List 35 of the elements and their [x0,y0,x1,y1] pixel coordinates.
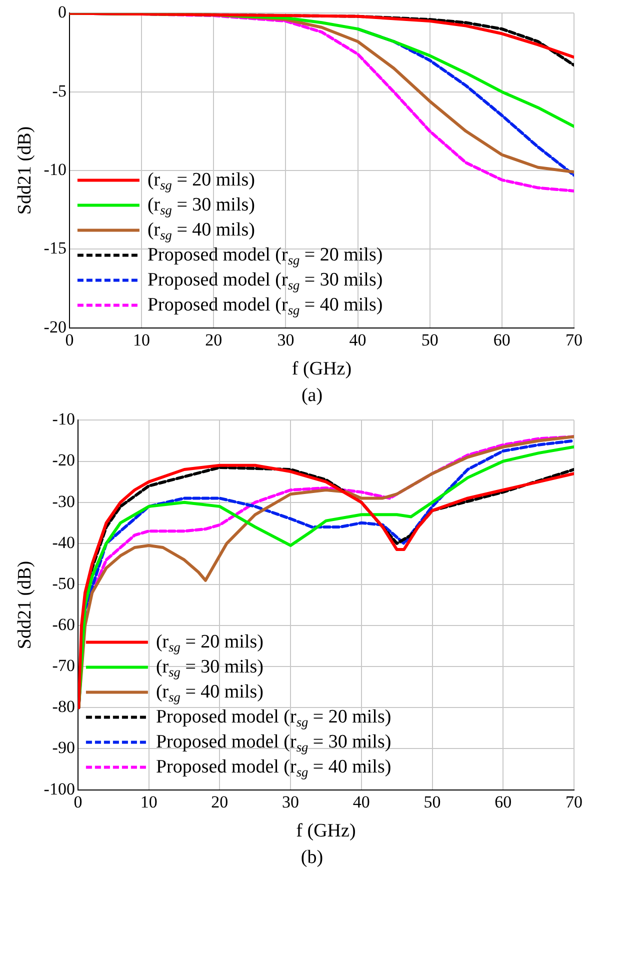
x-tick-label: 60 [493,330,510,350]
y-tick-label: -40 [52,532,75,552]
y-tick-label: -20 [52,450,75,470]
x-axis-title: f (GHz) [296,820,356,842]
x-tick-label: 20 [205,330,222,350]
x-tick-label: 70 [566,792,582,812]
x-tick-label: 30 [282,792,300,812]
y-tick-label: -10 [52,410,75,429]
x-tick-label: 60 [494,792,512,812]
y-tick-label: -10 [44,160,66,179]
y-tick-label: -20 [44,317,66,336]
x-tick-label: 10 [140,792,158,812]
x-tick-label: 50 [421,330,438,350]
x-tick-label: 40 [349,330,366,350]
y-axis-title: Sdd21 (dB) [14,560,36,650]
y-tick-label: -80 [52,697,75,716]
y-tick-label: -60 [52,615,75,634]
x-tick-label: 50 [424,792,441,812]
y-tick-label: -100 [44,779,75,798]
text: (a) [300,385,324,407]
y-tick-label: -5 [52,81,66,100]
y-tick-label: -30 [52,492,75,511]
y-axis-title: Sdd21 (dB) [14,126,36,215]
x-tick-label: 20 [211,792,228,812]
text: (b) [300,847,324,869]
y-tick-label: -90 [52,738,75,758]
y-tick-label: -70 [52,656,75,676]
y-tick-label: -15 [44,238,66,258]
x-axis-title: f (GHz) [292,358,352,380]
y-tick-label: -50 [52,574,75,593]
x-tick-label: 30 [277,330,294,350]
x-tick-label: 70 [566,330,582,350]
x-tick-label: 40 [352,792,370,812]
x-tick-label: 10 [133,330,150,350]
y-tick-label: 0 [58,2,66,22]
